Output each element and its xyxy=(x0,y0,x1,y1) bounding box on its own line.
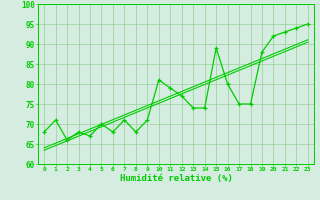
X-axis label: Humidité relative (%): Humidité relative (%) xyxy=(120,174,232,183)
